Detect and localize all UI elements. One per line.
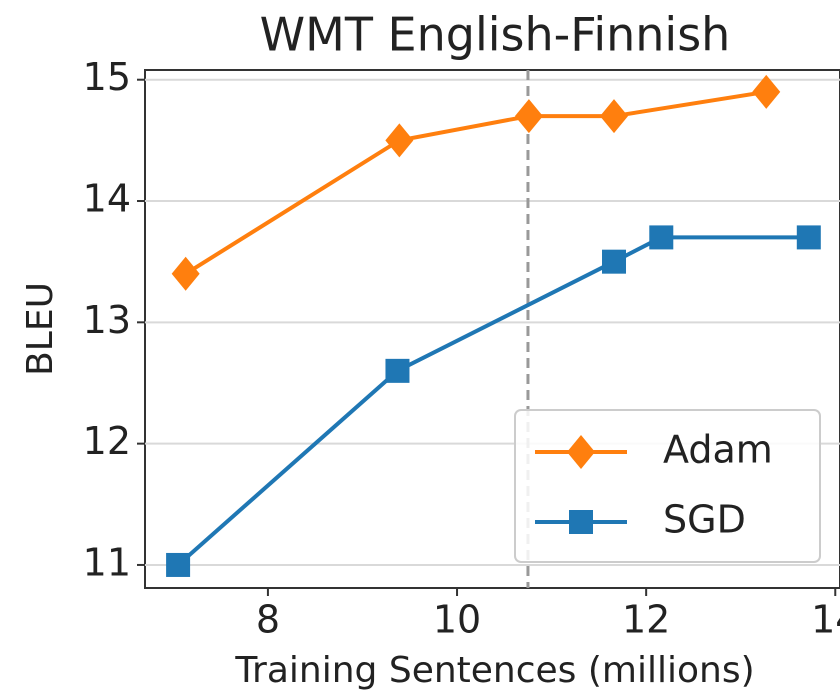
legend-marker bbox=[567, 435, 595, 469]
legend-label: SGD bbox=[663, 498, 746, 542]
x-tick-label: 12 bbox=[622, 598, 670, 642]
legend-marker bbox=[569, 510, 593, 534]
marker bbox=[385, 123, 414, 158]
x-tick-label: 8 bbox=[256, 598, 280, 642]
x-tick-label: 10 bbox=[433, 598, 481, 642]
y-tick-label: 14 bbox=[83, 177, 131, 221]
marker bbox=[514, 99, 543, 134]
marker bbox=[602, 249, 627, 274]
x-tick-label: 14 bbox=[811, 598, 840, 642]
y-axis-label: BLEU bbox=[20, 282, 61, 376]
y-tick-label: 13 bbox=[83, 298, 131, 342]
y-tick-label: 12 bbox=[83, 419, 131, 463]
marker bbox=[600, 99, 629, 134]
chart-title: WMT English-Finnish bbox=[260, 8, 731, 62]
marker bbox=[796, 225, 821, 250]
x-axis-label: Training Sentences (millions) bbox=[234, 650, 754, 691]
marker bbox=[385, 358, 410, 383]
marker bbox=[166, 552, 191, 577]
y-tick-label: 15 bbox=[83, 55, 131, 99]
y-tick-label: 11 bbox=[83, 540, 131, 584]
legend-label: Adam bbox=[663, 428, 773, 472]
marker bbox=[171, 256, 200, 291]
marker bbox=[649, 225, 674, 250]
marker bbox=[752, 74, 781, 109]
